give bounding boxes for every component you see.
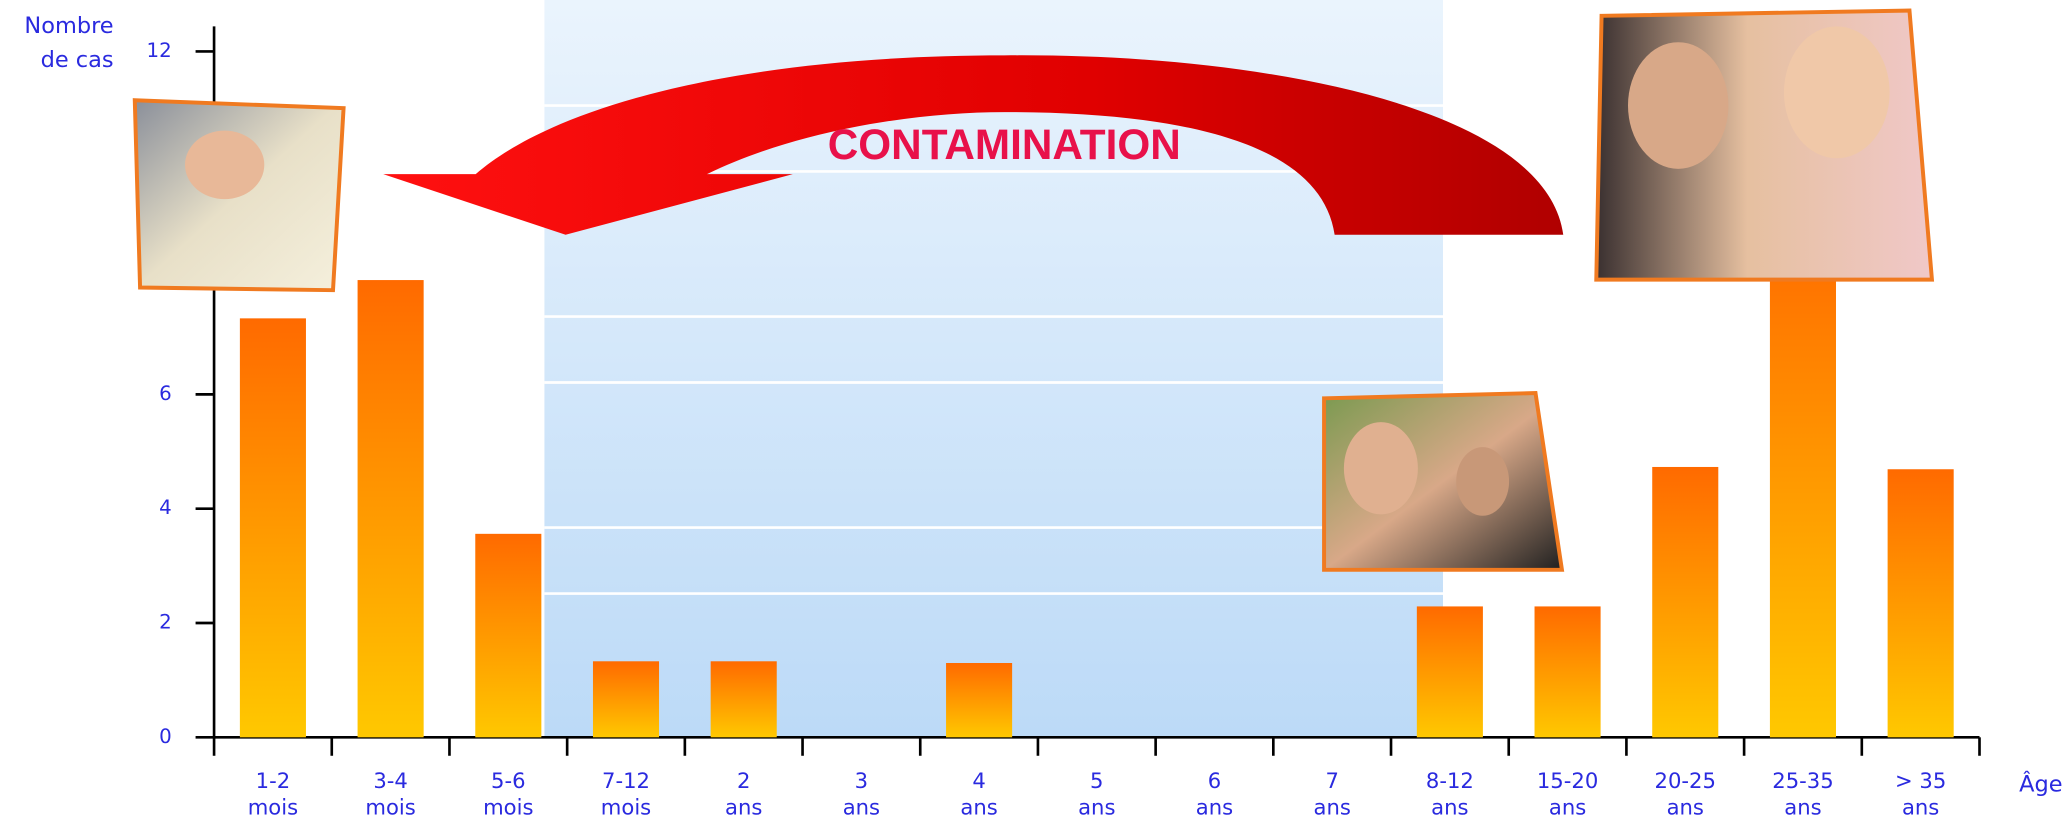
x-tick-label: ans xyxy=(1667,795,1704,820)
x-tick-label: 7-12 xyxy=(602,768,650,793)
y-tick-label: 4 xyxy=(159,496,172,519)
x-tick-label: ans xyxy=(843,795,880,820)
x-tick-label: 2 xyxy=(737,768,750,793)
x-tick-label: 3-4 xyxy=(373,768,408,793)
y-axis-label: de cas xyxy=(41,47,114,73)
x-tick-label: ans xyxy=(1902,795,1939,820)
x-tick-label: 7 xyxy=(1325,768,1338,793)
bar xyxy=(1769,222,1836,738)
x-tick-label: mois xyxy=(483,795,533,820)
x-tick-label: 15-20 xyxy=(1537,768,1598,793)
bar xyxy=(1887,469,1954,738)
x-tick-label: ans xyxy=(1431,795,1468,820)
y-tick-label: 6 xyxy=(159,382,172,405)
x-tick-label: 1-2 xyxy=(256,768,291,793)
bar xyxy=(1534,606,1601,738)
x-tick-label: 20-25 xyxy=(1655,768,1716,793)
x-tick-label: 4 xyxy=(972,768,985,793)
x-tick-label: ans xyxy=(960,795,997,820)
y-tick-label: 0 xyxy=(159,725,172,748)
x-tick-label: mois xyxy=(365,795,415,820)
x-tick-label: ans xyxy=(1549,795,1586,820)
x-tick-label: 25-35 xyxy=(1772,768,1833,793)
x-tick-label: mois xyxy=(601,795,651,820)
x-tick-label: 6 xyxy=(1208,768,1221,793)
bar xyxy=(1416,606,1483,738)
x-tick-label: ans xyxy=(1078,795,1115,820)
contamination-arrow xyxy=(383,55,1564,235)
x-tick-label: 8-12 xyxy=(1426,768,1474,793)
annotation: CONTAMINATION xyxy=(828,121,1181,168)
bar xyxy=(592,661,660,738)
bar xyxy=(710,661,777,738)
x-tick-label: ans xyxy=(1784,795,1821,820)
x-tick-label: 5-6 xyxy=(491,768,526,793)
photo-teens xyxy=(1322,391,1565,572)
y-tick-label: 2 xyxy=(159,611,172,634)
photo-adults xyxy=(1594,8,1935,282)
y-axis-label: Nombre xyxy=(24,13,113,39)
bar xyxy=(475,533,542,738)
y-tick-label: 12 xyxy=(147,39,172,62)
x-tick-label: 5 xyxy=(1090,768,1103,793)
bar xyxy=(357,280,424,738)
x-tick-label: mois xyxy=(248,795,298,820)
bar xyxy=(1652,466,1719,738)
x-tick-label: > 35 xyxy=(1895,768,1946,793)
bar xyxy=(946,663,1013,738)
x-tick-label: ans xyxy=(1314,795,1351,820)
x-tick-label: ans xyxy=(1196,795,1233,820)
x-axis-label: Âge xyxy=(2019,769,2062,797)
x-tick-label: ans xyxy=(725,795,762,820)
x-tick-label: 3 xyxy=(855,768,868,793)
bar xyxy=(239,318,306,738)
photo-baby xyxy=(132,98,346,293)
